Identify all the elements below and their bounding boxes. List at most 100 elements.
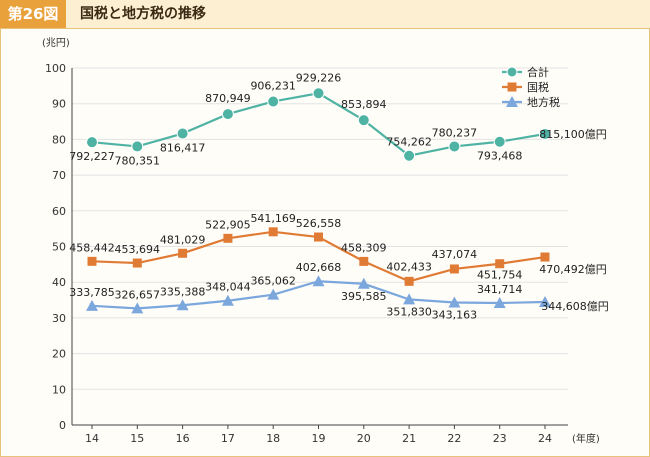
data-label: 541,169: [250, 212, 296, 225]
figure-number-badge: 第26図: [0, 0, 66, 28]
data-label: 344,608億円: [541, 300, 609, 313]
data-label: 453,694: [115, 243, 161, 256]
legend-label: 地方税: [527, 95, 560, 109]
data-point: [403, 149, 416, 162]
figure-header: 第26図 国税と地方税の推移: [0, 0, 650, 29]
x-tick-label: 22: [447, 432, 461, 445]
data-point: [86, 136, 98, 149]
x-axis-label: (年度): [572, 432, 600, 445]
data-label: 870,949: [205, 92, 251, 105]
data-label: 792,227: [69, 150, 115, 163]
data-label: 793,468: [477, 150, 523, 163]
y-tick-label: 30: [52, 312, 66, 325]
y-tick-label: 50: [52, 241, 66, 254]
data-label: 526,558: [296, 217, 342, 230]
data-label: 351,830: [386, 305, 432, 318]
x-tick-label: 23: [493, 432, 507, 445]
data-label: 815,100億円: [539, 128, 607, 141]
axes: 0 10 20 30 40 50 60 70 80 90 100 14 15 16 17 18 19 20 21 22…: [42, 37, 600, 445]
y-tick-label: 70: [52, 169, 66, 182]
series-group: [86, 87, 551, 314]
x-tick-label: 16: [176, 432, 190, 445]
data-point: [87, 256, 97, 266]
y-tick-label: 60: [52, 205, 66, 218]
data-point: [357, 277, 370, 289]
data-label: 341,714: [477, 283, 523, 296]
data-label: 481,029: [160, 233, 206, 246]
data-point: [449, 264, 459, 274]
y-tick-label: 20: [52, 348, 66, 361]
data-label: 437,074: [432, 248, 478, 261]
x-tick-label: 15: [130, 432, 144, 445]
data-label: 343,163: [432, 308, 478, 321]
y-tick-label: 0: [59, 419, 66, 432]
data-label: 365,062: [250, 275, 296, 288]
data-point: [493, 135, 506, 148]
data-label: 853,894: [341, 98, 387, 111]
y-tick-label: 80: [52, 133, 66, 146]
data-point: [359, 256, 369, 266]
data-label: 458,442: [69, 241, 115, 254]
y-tick-label: 40: [52, 276, 66, 289]
data-point: [221, 108, 234, 121]
data-label: 395,585: [341, 290, 387, 303]
data-point: [493, 297, 506, 309]
legend-label: 合計: [527, 65, 549, 79]
data-label: 816,417: [160, 142, 206, 155]
data-point: [403, 293, 416, 305]
x-tick-label: 19: [312, 432, 326, 445]
data-point: [176, 299, 189, 311]
data-label: 522,905: [205, 218, 251, 231]
data-point: [131, 302, 144, 314]
data-point: [312, 87, 325, 100]
data-label: 929,226: [296, 71, 342, 84]
data-label: 458,309: [341, 241, 387, 254]
data-point: [267, 95, 280, 108]
data-label: 754,262: [386, 136, 432, 149]
figure-title: 国税と地方税の推移: [80, 6, 206, 22]
legend-label: 国税: [527, 80, 549, 94]
data-label: 780,237: [432, 126, 478, 139]
data-point: [267, 288, 280, 300]
legend-marker-circle: [506, 66, 518, 78]
data-point: [131, 140, 144, 153]
x-tick-label: 24: [538, 432, 552, 445]
data-point: [268, 227, 278, 237]
data-point: [223, 233, 233, 243]
data-point: [178, 248, 188, 258]
data-label: 906,231: [250, 79, 296, 92]
data-point: [448, 296, 461, 308]
x-tick-label: 18: [266, 432, 280, 445]
data-point: [86, 299, 98, 311]
x-tick-label: 14: [85, 432, 99, 445]
data-label: 470,492億円: [539, 263, 607, 276]
x-tick-label: 21: [402, 432, 416, 445]
y-tick-label: 10: [52, 383, 66, 396]
y-axis-label: (兆円): [42, 37, 70, 49]
data-point: [357, 114, 370, 127]
y-tick-label: 90: [52, 98, 66, 111]
data-label: 326,657: [115, 288, 161, 301]
data-label: 335,388: [160, 285, 206, 298]
data-label: 780,351: [115, 154, 161, 167]
data-label: 451,754: [477, 269, 523, 282]
data-label: 333,785: [69, 286, 115, 299]
legend-marker-square: [507, 82, 517, 92]
data-point: [540, 252, 550, 262]
data-point: [221, 294, 234, 306]
data-point: [176, 127, 189, 140]
data-point: [539, 128, 551, 141]
data-label: 348,044: [205, 281, 251, 294]
data-point: [132, 258, 142, 268]
x-tick-label: 17: [221, 432, 235, 445]
data-point: [314, 232, 323, 242]
data-point: [448, 140, 461, 153]
data-point: [312, 275, 325, 287]
data-point: [495, 259, 505, 269]
y-tick-label: 100: [45, 62, 66, 75]
legend-marker-triangle: [506, 96, 518, 107]
